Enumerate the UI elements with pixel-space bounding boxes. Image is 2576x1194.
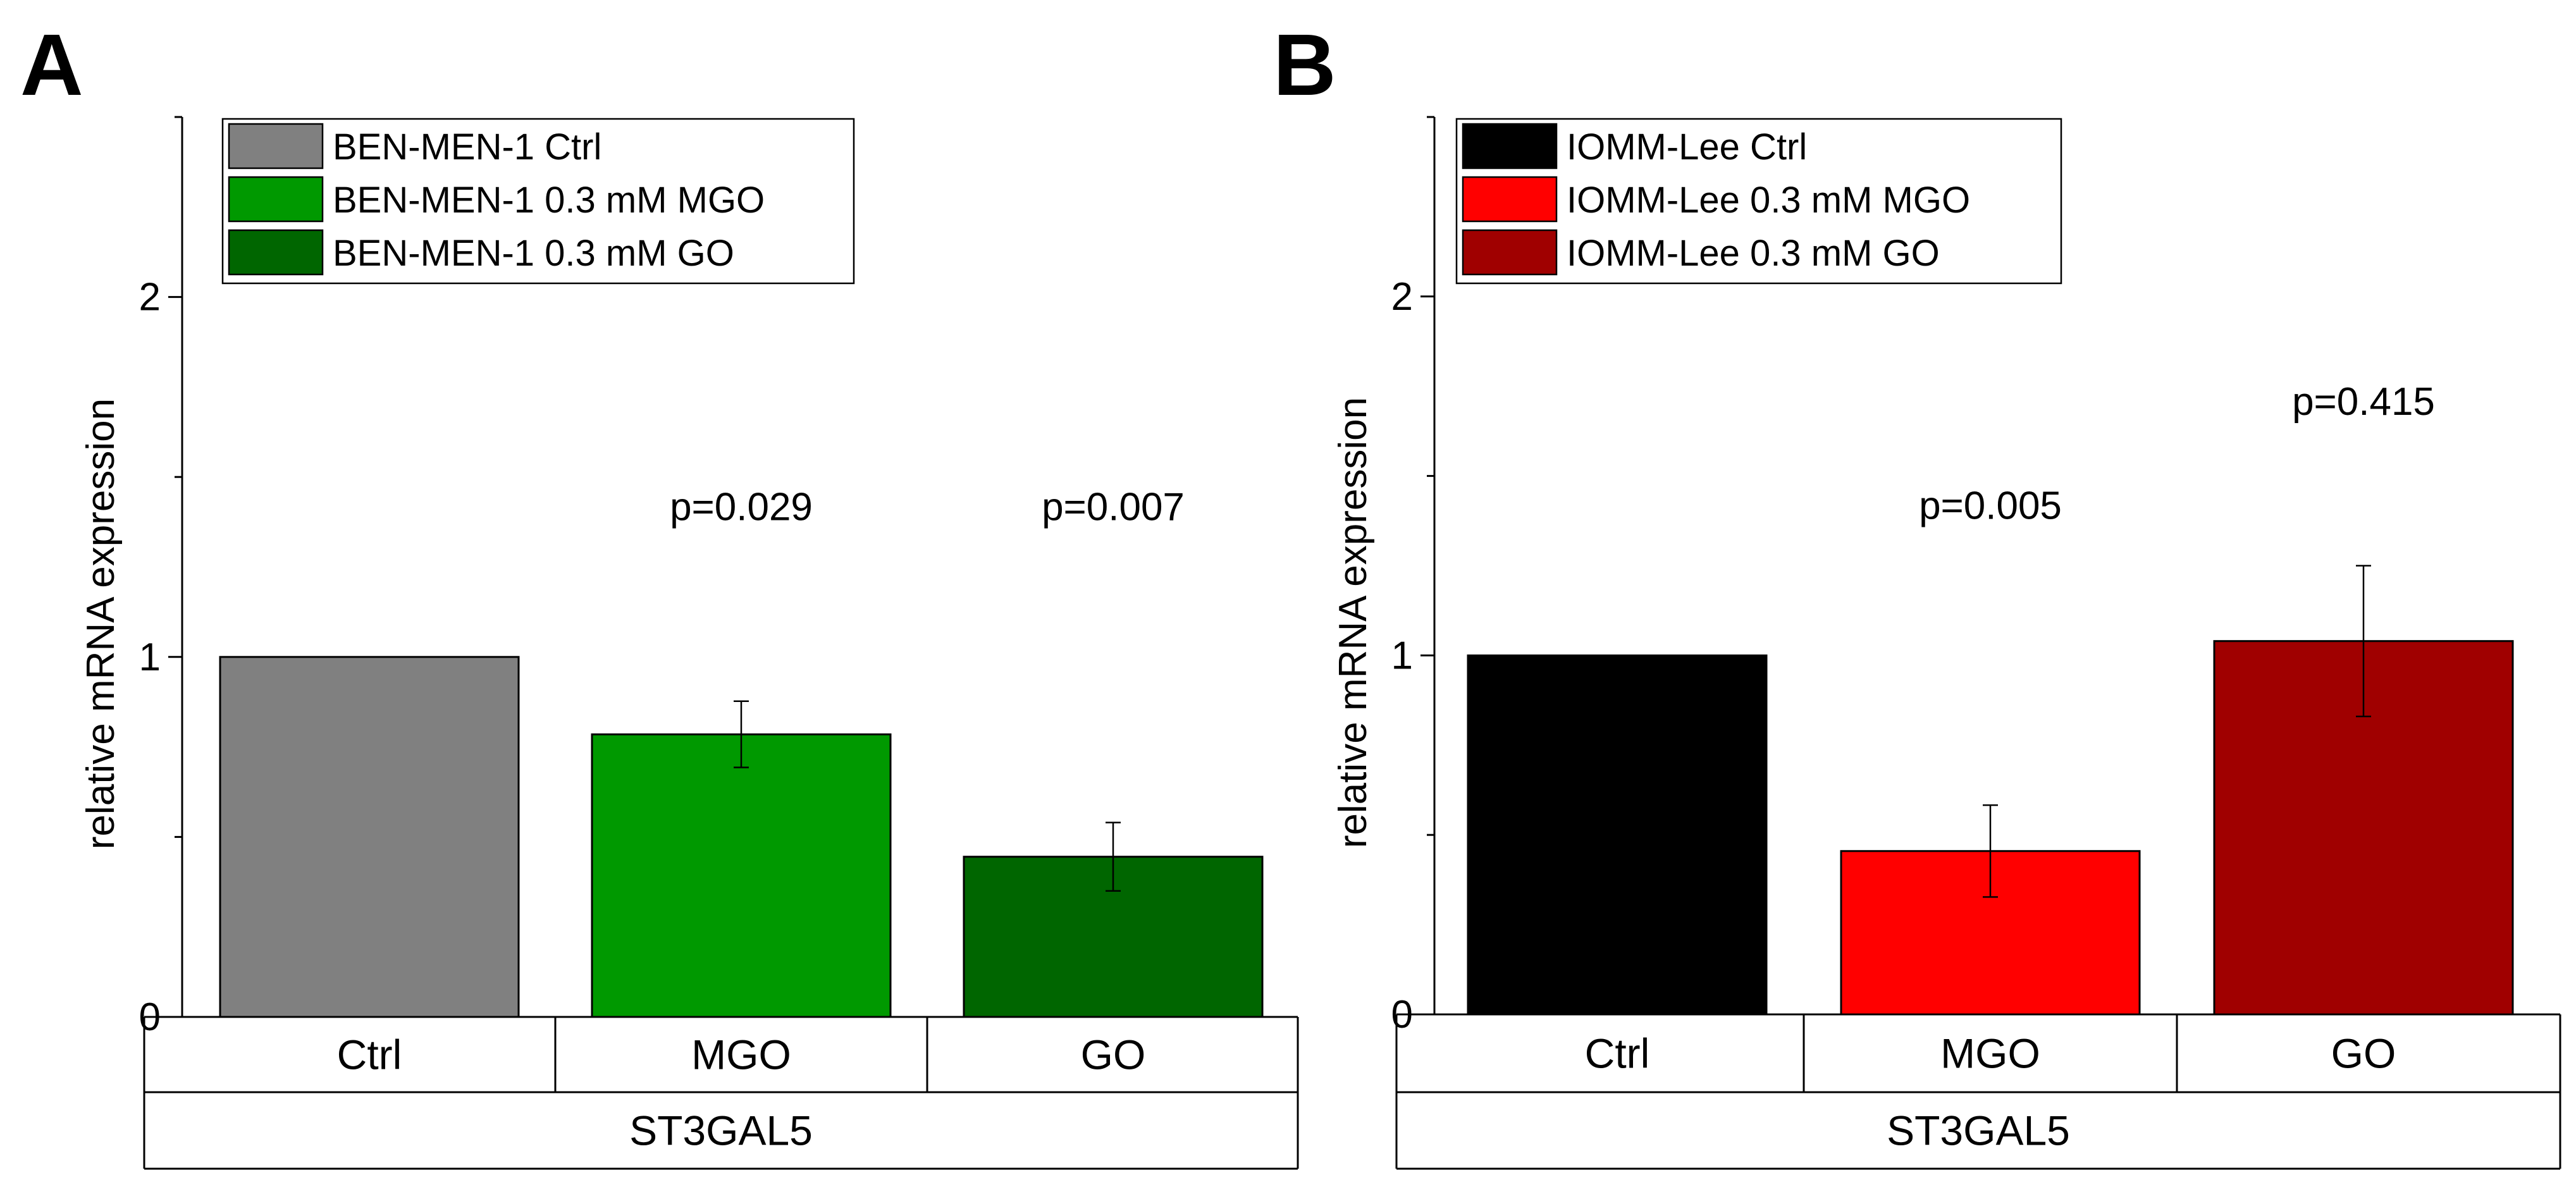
- legend-label: IOMM-Lee Ctrl: [1567, 126, 1807, 168]
- p-value-label: p=0.029: [670, 486, 813, 529]
- legend-label: BEN-MEN-1 Ctrl: [333, 126, 601, 168]
- group-label: ST3GAL5: [1887, 1107, 2070, 1154]
- y-axis-title: relative mRNA expression: [79, 398, 123, 849]
- legend-swatch: [228, 176, 324, 223]
- category-label: GO: [2331, 1030, 2396, 1077]
- bar-ctrl: [219, 656, 520, 1018]
- y-tick-label: 1: [1391, 634, 1413, 677]
- y-axis-title: relative mRNA expression: [1331, 397, 1375, 848]
- legend-swatch: [1462, 123, 1558, 169]
- p-value-label: p=0.415: [2292, 380, 2435, 424]
- panel-letter: B: [1273, 16, 1336, 114]
- p-value-label: p=0.007: [1042, 486, 1185, 529]
- category-label: Ctrl: [337, 1031, 402, 1078]
- bar-mgo: [591, 733, 892, 1018]
- y-tick-label: 2: [1391, 275, 1413, 319]
- legend-label: IOMM-Lee 0.3 mM GO: [1567, 233, 1940, 274]
- legend-label: BEN-MEN-1 0.3 mM MGO: [333, 180, 765, 221]
- legend-swatch: [228, 229, 324, 276]
- legend-swatch: [1462, 176, 1558, 223]
- legend-swatch: [1462, 229, 1558, 276]
- legend-box: [221, 118, 855, 285]
- y-tick-label: 2: [139, 276, 161, 319]
- category-label: GO: [1081, 1031, 1146, 1078]
- legend-label: BEN-MEN-1 0.3 mM GO: [333, 233, 734, 274]
- bar-ctrl: [1467, 654, 1768, 1016]
- panel-letter: A: [20, 16, 83, 114]
- p-value-label: p=0.005: [1919, 484, 2062, 528]
- legend-label: IOMM-Lee 0.3 mM MGO: [1567, 180, 1970, 221]
- y-tick-label: 1: [139, 636, 161, 679]
- legend-box: [1455, 118, 2062, 285]
- category-label: Ctrl: [1585, 1030, 1650, 1077]
- group-label: ST3GAL5: [629, 1107, 813, 1154]
- category-label: MGO: [1940, 1030, 2040, 1077]
- category-label: MGO: [691, 1031, 791, 1078]
- legend-swatch: [228, 123, 324, 169]
